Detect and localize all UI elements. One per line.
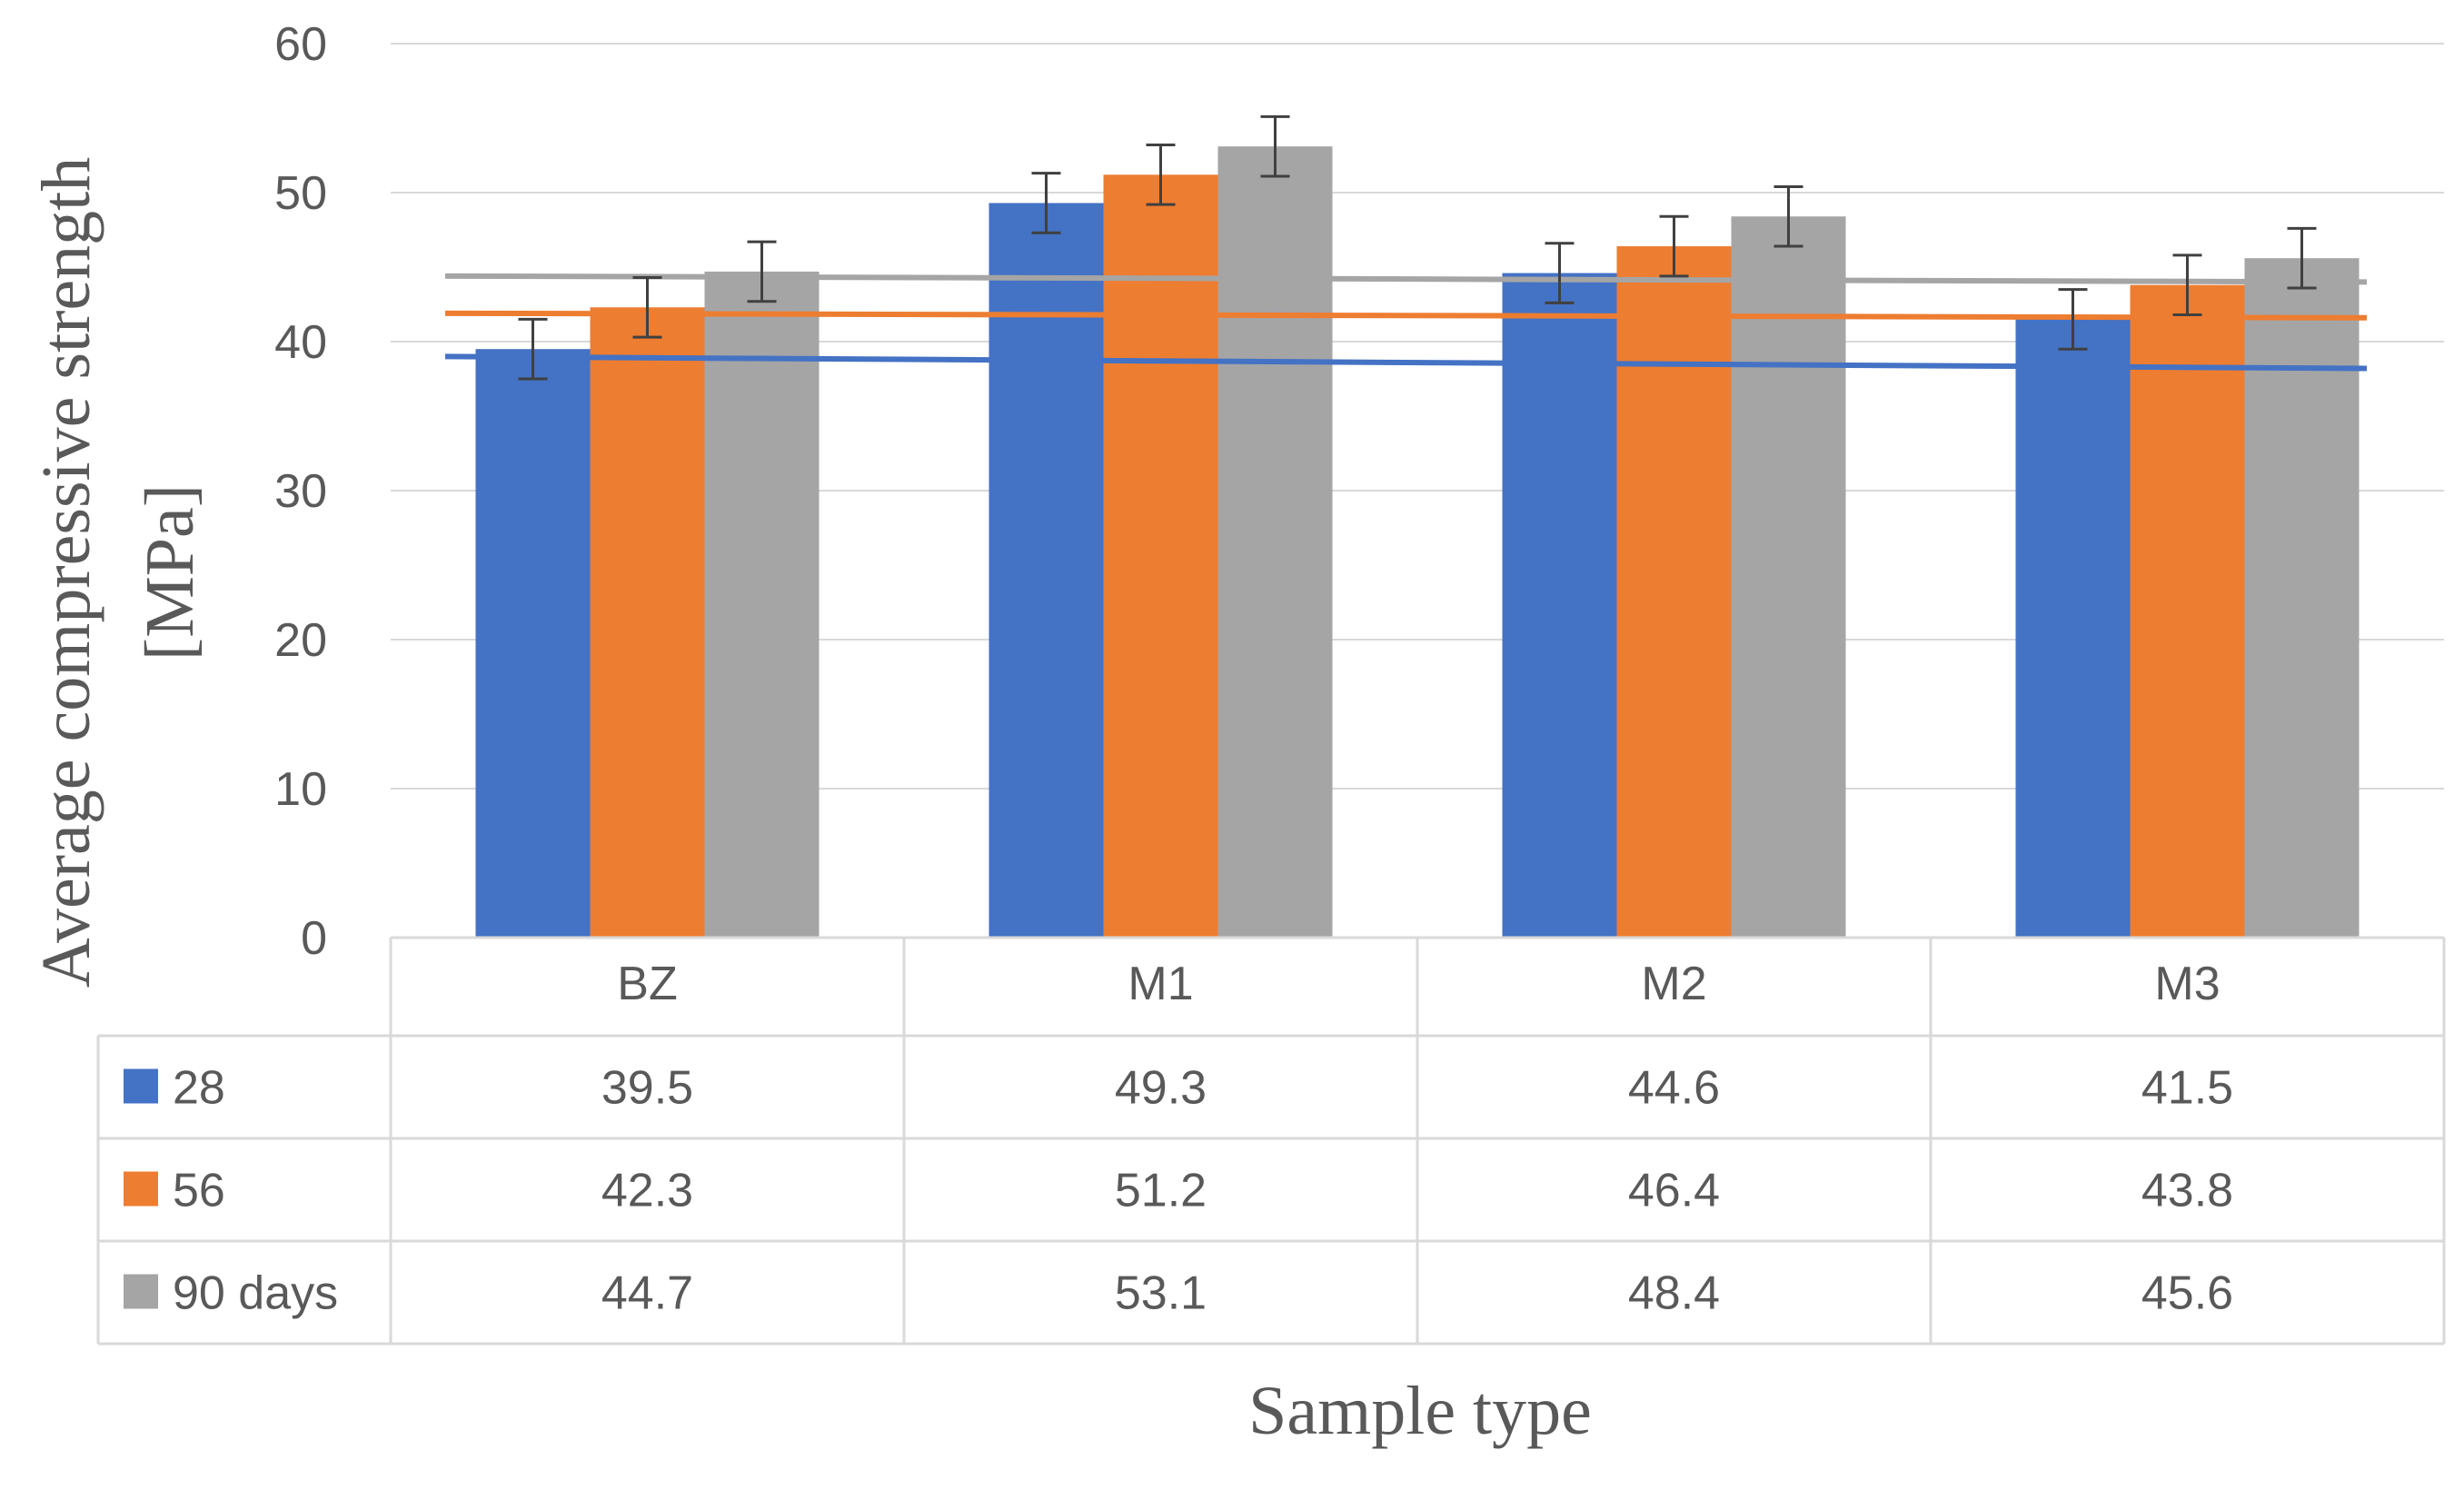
error-bars	[518, 114, 2317, 381]
y-tick-label: 0	[301, 912, 327, 965]
y-tick-label: 10	[274, 763, 327, 816]
data-label: 44.6	[1628, 1062, 1720, 1115]
bar-28-M2	[1502, 273, 1617, 938]
bar-90-days-BZ	[704, 271, 820, 938]
category-label: M2	[1641, 958, 1706, 1010]
legend-key-90-days	[124, 1274, 158, 1309]
trendlines	[444, 273, 2368, 372]
error-bar-56-M2	[1659, 214, 1689, 278]
bar-56-M3	[2130, 284, 2245, 938]
data-label: 51.2	[1115, 1165, 1207, 1217]
category-label: BZ	[617, 958, 677, 1010]
category-label: M3	[2154, 958, 2220, 1010]
bar-90-days-M3	[2244, 258, 2360, 938]
bar-28-BZ	[475, 349, 591, 938]
data-label: 42.3	[601, 1165, 693, 1217]
y-tick-label: 20	[274, 614, 327, 667]
bar-90-days-M1	[1217, 146, 1333, 938]
error-bar-28-BZ	[518, 317, 548, 381]
trendline-90-days	[444, 273, 2368, 285]
data-label: 45.6	[2141, 1267, 2233, 1320]
category-label: M1	[1128, 958, 1193, 1010]
data-label: 43.8	[2141, 1165, 2233, 1217]
data-label: 44.7	[601, 1267, 693, 1320]
legend-label: 90 days	[173, 1267, 338, 1320]
y-tick-labels: 0 10 20 30 40 50 60	[274, 18, 327, 965]
data-label: 53.1	[1115, 1267, 1207, 1320]
legend-key-28	[124, 1068, 158, 1104]
error-bar-28-M3	[2058, 288, 2088, 351]
error-bar-28-M1	[1031, 172, 1061, 234]
error-bar-56-BZ	[632, 275, 662, 339]
error-bar-90-days-M1	[1260, 114, 1290, 178]
error-bar-28-M2	[1545, 242, 1575, 304]
legend-key-56	[124, 1171, 158, 1207]
data-label: 49.3	[1115, 1062, 1207, 1115]
trendline-28	[444, 353, 2368, 372]
y-axis-title-line2: [MPa]	[132, 484, 208, 661]
bar-56-M2	[1616, 246, 1732, 938]
bars	[475, 146, 2360, 939]
error-bar-90-days-M2	[1773, 184, 1803, 248]
trendline-56	[444, 310, 2368, 321]
y-tick-label: 30	[274, 465, 327, 518]
error-bar-90-days-M3	[2287, 226, 2317, 290]
bar-28-M3	[2015, 319, 2131, 938]
y-tick-label: 40	[274, 316, 327, 369]
legend-label: 28	[173, 1062, 225, 1115]
error-bar-56-M1	[1146, 144, 1176, 206]
bar-56-BZ	[590, 307, 705, 938]
data-label: 41.5	[2141, 1062, 2233, 1115]
x-axis-title: Sample type	[1248, 1373, 1592, 1449]
data-label: 39.5	[601, 1062, 693, 1115]
y-tick-label: 60	[274, 18, 327, 71]
legend-label: 56	[173, 1165, 225, 1217]
data-label: 46.4	[1628, 1165, 1720, 1217]
bar-56-M1	[1103, 174, 1218, 938]
y-axis-title-line1: Average compressive strength	[28, 157, 104, 988]
error-bar-56-M3	[2172, 253, 2202, 316]
data-label: 48.4	[1628, 1267, 1720, 1320]
bar-28-M1	[989, 203, 1104, 939]
y-tick-label: 50	[274, 167, 327, 220]
data-table: BZ M1 M2 M3 28 39.5 49.3 44.6 41.5 56 42.3 51.2 46.4…	[96, 936, 2446, 1346]
error-bar-90-days-BZ	[747, 240, 777, 303]
bar-90-days-M2	[1731, 216, 1846, 939]
